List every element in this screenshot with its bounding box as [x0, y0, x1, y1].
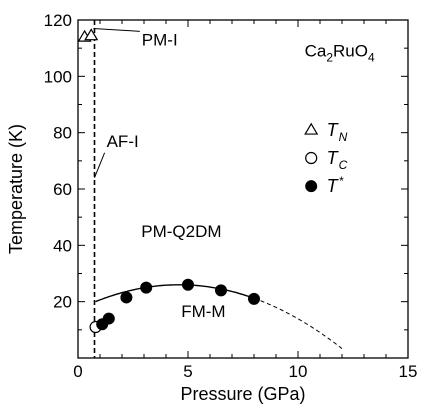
legend-label: TN	[327, 120, 348, 144]
legend-label: TC	[327, 148, 348, 172]
y-tick-label: 60	[53, 180, 72, 199]
data-point-circle-filled	[140, 281, 153, 294]
data-point-circle-filled	[102, 312, 115, 325]
compound-label: Ca2RuO4	[305, 42, 375, 65]
y-tick-label: 120	[44, 11, 72, 30]
y-tick-label: 80	[53, 124, 72, 143]
data-point-triangle-open	[84, 28, 99, 41]
data-point-circle-filled	[120, 291, 133, 304]
region-pointer-line	[94, 152, 106, 178]
region-pointer-line	[93, 27, 140, 32]
legend-marker-circle-filled	[305, 180, 318, 193]
x-tick-label: 0	[73, 362, 82, 381]
x-tick-label: 10	[289, 362, 308, 381]
data-point-circle-filled	[182, 278, 194, 291]
data-point-circle-filled	[215, 284, 227, 297]
region-label: AF-I	[107, 132, 139, 151]
x-axis-label: Pressure (GPa)	[180, 384, 305, 404]
fit-curve-solid	[95, 284, 255, 303]
plot-frame	[77, 19, 409, 359]
y-axis-label: Temperature (K)	[6, 124, 26, 254]
legend-marker-triangle-open	[304, 122, 319, 135]
y-tick-label: 20	[53, 293, 72, 312]
legend-marker-circle-open	[305, 151, 318, 165]
region-label: PM-Q2DM	[141, 222, 221, 241]
x-tick-label: 5	[183, 362, 192, 381]
region-label: PM-I	[142, 30, 178, 49]
fit-curve-dashed	[253, 297, 343, 349]
data-point-circle-filled	[248, 292, 260, 305]
x-tick-label: 15	[399, 362, 418, 381]
y-tick-label: 100	[44, 67, 72, 86]
plot-area: 0 5 10 15 20 40 60 80 100 120 Pressure (GPa) Temper…	[6, 11, 417, 404]
legend-label: T*	[327, 174, 344, 196]
y-tick-label: 40	[53, 236, 72, 255]
region-label: FM-M	[181, 302, 225, 321]
